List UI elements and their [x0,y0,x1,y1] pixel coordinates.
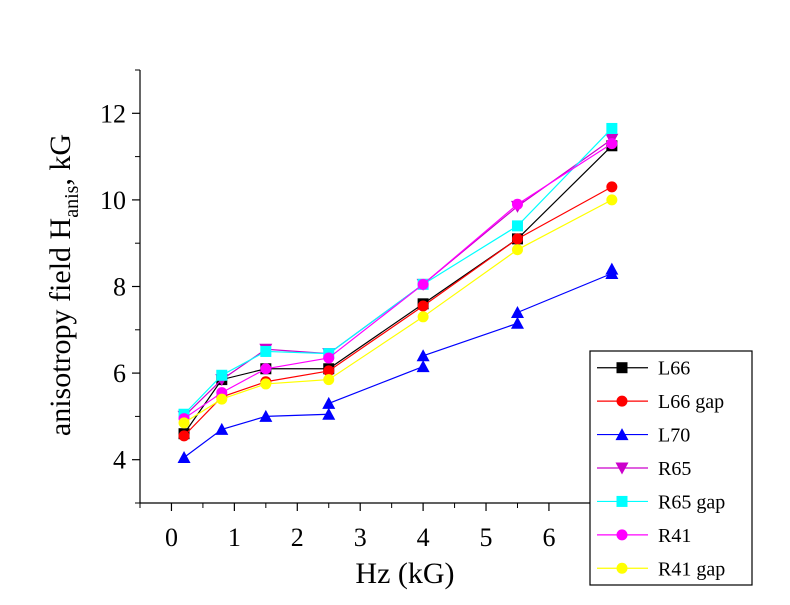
y-axis-title-sub: anis [61,185,83,217]
x-axis-title: Hz (kG) [355,557,454,590]
series-line [183,269,613,459]
series-line [183,199,613,424]
series-l70 [177,262,619,464]
series-l66-gap [178,181,618,442]
legend-item: L66 [597,358,690,380]
legend-label: L70 [658,425,690,447]
data-point [417,311,429,323]
x-tick-label: 4 [417,523,430,552]
legend-item: R65 gap [597,491,725,513]
data-point [511,244,523,256]
legend-marker [615,428,629,441]
data-point [260,378,272,390]
legend-label: R41 [658,525,691,547]
series-r41 [178,138,618,425]
data-point [606,122,618,134]
data-point [178,430,190,442]
y-axis-title: anisotropy field Hanis, kG [44,134,83,436]
y-tick-label: 6 [113,359,126,388]
y-axis-title-main: anisotropy field H [44,218,77,436]
data-point [323,352,335,364]
data-point [416,360,430,373]
data-point [606,194,618,206]
data-point [322,396,336,409]
data-point [260,363,272,375]
data-point [417,300,429,312]
x-tick-label: 5 [480,523,493,552]
y-tick-label: 10 [100,186,126,215]
data-point [260,345,272,357]
series-r41-gap [178,194,618,429]
data-point [606,181,618,193]
x-tick-label: 6 [542,523,555,552]
series-l66 [178,140,618,440]
series-line [183,186,613,437]
data-point [323,365,335,377]
legend-marker [616,495,628,507]
data-point [416,349,430,362]
data-point [322,407,336,420]
series-line [183,143,613,420]
x-tick-label: 1 [228,523,241,552]
legend-label: R65 gap [658,491,725,513]
x-tick-label: 2 [291,523,304,552]
legend-label: L66 gap [658,391,724,413]
legend-label: L66 [658,358,690,380]
data-point [215,422,229,435]
legend-item: R41 [597,525,691,547]
legend-item: L70 [597,425,690,447]
series-r65-gap [178,122,618,420]
axes [139,70,600,504]
data-point [216,369,228,381]
legend-item: R65 [597,458,691,480]
data-point [606,138,618,150]
legend: L66 L66 gap L70 R65 R65 gap R41 R41 gap [589,350,753,586]
y-tick-label: 8 [113,273,126,302]
data-point [511,198,523,210]
legend-item: L66 gap [597,391,724,413]
legend-marker [615,462,629,475]
y-axis-title-tail: , kG [44,134,77,186]
y-tick-label: 12 [100,99,126,128]
legend-item: R41 gap [597,558,725,580]
data-point [605,262,619,275]
data-point [510,316,524,329]
data-point [511,220,523,232]
data-point [178,417,190,429]
data-point [259,409,273,422]
legend-marker [616,529,628,541]
data-point [177,451,191,464]
legend-label: R65 [658,458,691,480]
legend-marker [616,362,628,374]
series-layer [177,122,619,464]
data-point [417,278,429,290]
data-point [216,393,228,405]
y-tick-label: 4 [113,446,126,475]
legend-label: R41 gap [658,558,725,580]
data-point [511,233,523,245]
series-line [183,138,613,417]
legend-marker [616,562,628,574]
data-point [510,305,524,318]
series-r65 [177,133,619,423]
x-tick-label: 3 [354,523,367,552]
x-tick-label: 0 [165,523,178,552]
data-point [323,374,335,386]
legend-marker [616,395,628,407]
series-line [183,128,613,415]
